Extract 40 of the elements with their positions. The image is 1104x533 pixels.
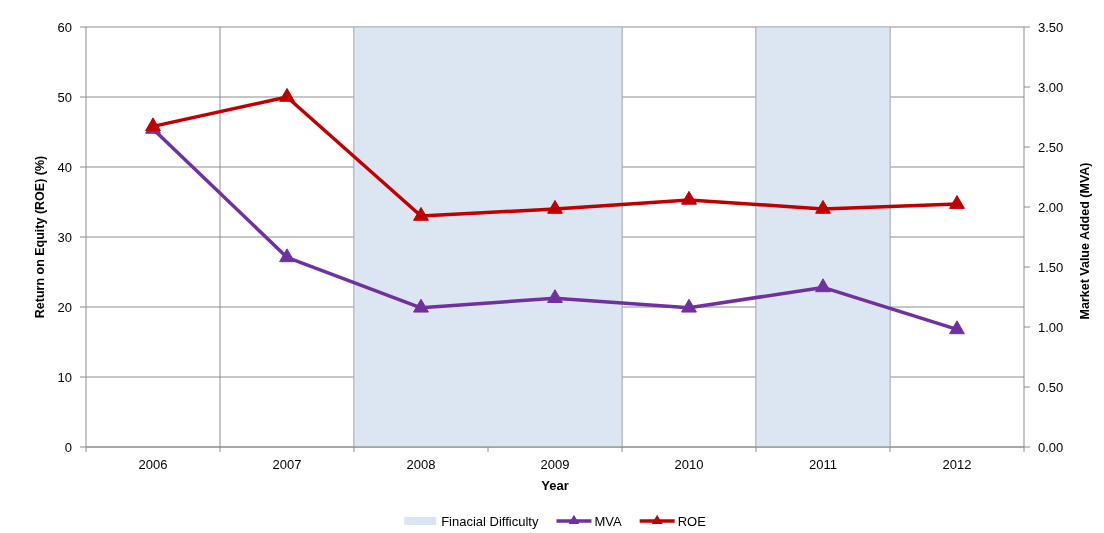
y2-tick-label: 3.00 (1038, 79, 1064, 95)
y2-tick-label: 1.00 (1038, 319, 1064, 335)
x-tick-label: 2010 (674, 457, 704, 472)
x-axis-title: Year (541, 478, 569, 493)
y2-axis-title: Market Value Added (MVA) (1078, 162, 1092, 320)
y-tick-label: 10 (57, 369, 72, 385)
point (547, 289, 563, 303)
y2-tick-label: 3.50 (1038, 19, 1064, 35)
legend-label: MVA (594, 513, 622, 529)
point (547, 199, 563, 214)
y2-tick-label: 0.50 (1038, 379, 1064, 395)
y-tick-label: 40 (57, 159, 72, 175)
y-tick-label: 50 (57, 89, 72, 105)
x-tick-label: 2008 (406, 457, 436, 472)
point (815, 199, 831, 214)
point (413, 206, 429, 221)
x-tick-label: 2011 (809, 457, 837, 472)
y-tick-label: 60 (57, 19, 72, 35)
point (279, 87, 295, 102)
legend-label: Finacial Difficulty (441, 513, 539, 529)
y-tick-label: 0 (64, 439, 72, 455)
y2-tick-label: 2.00 (1038, 199, 1064, 215)
y2-tick-label: 2.50 (1038, 139, 1064, 155)
point (681, 190, 697, 205)
point (279, 248, 295, 263)
legend-label: ROE (677, 513, 707, 529)
x-tick-label: 2007 (272, 457, 302, 472)
point (413, 298, 429, 313)
point (949, 320, 965, 335)
y-axis-title: Return on Equity (ROE) (%) (33, 155, 47, 319)
x-tick-label: 2009 (540, 457, 570, 472)
point (815, 278, 831, 293)
x-tick-label: 2006 (138, 457, 168, 472)
point (949, 195, 965, 209)
y-tick-label: 20 (57, 299, 72, 315)
y2-tick-label: 1.50 (1038, 259, 1064, 275)
point (681, 298, 697, 313)
y2-tick-label: 0.00 (1038, 439, 1064, 455)
y-tick-label: 30 (57, 229, 72, 245)
x-tick-label: 2012 (942, 457, 972, 472)
